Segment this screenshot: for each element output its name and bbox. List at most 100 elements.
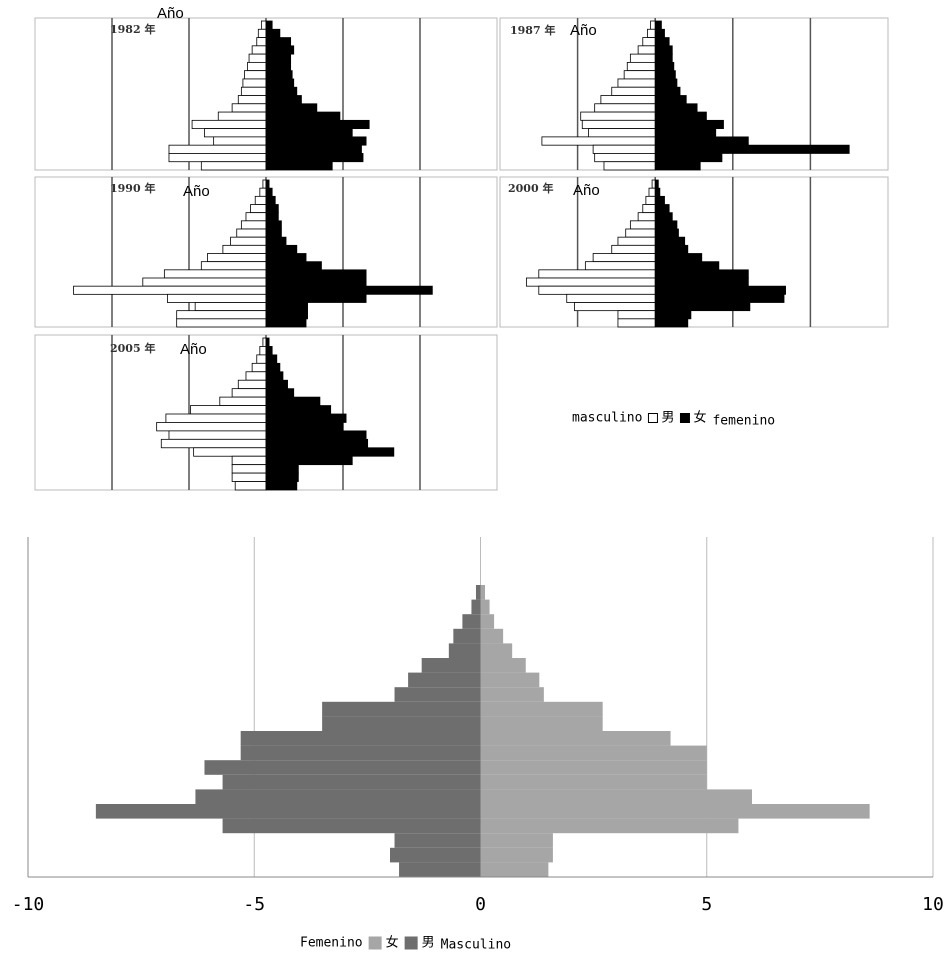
bar [265, 70, 293, 80]
bar [265, 285, 433, 295]
bar [248, 53, 267, 63]
bar [265, 204, 279, 214]
bar [566, 293, 656, 303]
bar [265, 53, 292, 63]
bar [265, 153, 364, 163]
bar [480, 672, 540, 688]
bar [156, 422, 267, 432]
bar [480, 774, 707, 790]
bar [654, 45, 673, 55]
bar [480, 833, 553, 848]
legend-swatch [404, 936, 418, 950]
bar [592, 144, 656, 154]
bar [200, 261, 267, 271]
bar [260, 20, 267, 30]
legend-swatch [368, 936, 382, 950]
bar [265, 136, 367, 146]
bar [265, 228, 282, 238]
bar [191, 119, 267, 130]
bar [617, 310, 656, 320]
bar [265, 405, 332, 415]
bar [251, 45, 267, 55]
bar [580, 111, 656, 121]
bar [265, 310, 308, 320]
bar [265, 28, 281, 38]
bar [231, 103, 267, 113]
bar [217, 111, 267, 121]
bar [541, 136, 656, 146]
bar [654, 37, 670, 47]
bar [265, 179, 270, 189]
bar [654, 285, 786, 295]
bar [250, 204, 267, 214]
bar [642, 204, 656, 214]
bar [254, 195, 267, 205]
bar [654, 161, 701, 171]
bar [390, 847, 481, 863]
bar [265, 128, 353, 138]
panel-title: 1990 年 [110, 181, 155, 195]
bar [654, 119, 724, 130]
bar [654, 86, 681, 96]
legend-note: masculino [572, 411, 642, 426]
bar [654, 277, 749, 287]
bar [265, 45, 295, 55]
bar [265, 37, 292, 47]
bar [219, 396, 267, 406]
panel-title: 2000 年 [508, 181, 553, 195]
bar [168, 144, 267, 154]
bar [165, 413, 267, 423]
bar [265, 455, 353, 466]
bar [176, 318, 267, 328]
bar [237, 379, 267, 390]
bar [265, 20, 273, 30]
bar [231, 388, 267, 398]
bar [654, 103, 698, 113]
bar [654, 70, 676, 80]
x-tick-label: -5 [243, 894, 265, 915]
bar [654, 128, 717, 138]
bar [654, 61, 675, 72]
bar [195, 789, 481, 804]
panel-title: 2005 年 [110, 341, 155, 355]
bar [160, 438, 267, 449]
bar [654, 269, 749, 279]
legend-note: femenino [712, 414, 775, 429]
bar [654, 20, 662, 30]
bar [245, 212, 267, 222]
bar [265, 86, 298, 96]
bar [654, 228, 679, 238]
bar [245, 371, 267, 381]
bar [240, 731, 481, 746]
bar [265, 187, 273, 197]
bar [654, 195, 665, 205]
panel-subtitle: Año [180, 341, 207, 358]
x-tick-label: 0 [475, 894, 486, 915]
bar [236, 228, 267, 238]
bar [654, 244, 689, 254]
bar [654, 310, 692, 320]
bar [594, 153, 656, 163]
bar [645, 195, 656, 205]
bar [480, 804, 870, 819]
x-tick-label: -10 [12, 894, 45, 915]
bar [471, 599, 481, 615]
bar [480, 716, 603, 731]
bar [654, 236, 686, 246]
bar [629, 220, 656, 230]
bar [637, 45, 656, 55]
bar [265, 337, 270, 347]
bar [611, 86, 656, 96]
bar [654, 111, 707, 121]
bar [637, 212, 656, 222]
bar [207, 253, 267, 263]
panel-subtitle: Año [570, 22, 597, 39]
bar [654, 136, 749, 146]
bar [259, 346, 267, 356]
bar [256, 37, 267, 47]
bar [654, 28, 665, 38]
bar [654, 302, 751, 312]
bar [480, 687, 544, 702]
bar [265, 261, 322, 271]
bar [625, 228, 656, 238]
